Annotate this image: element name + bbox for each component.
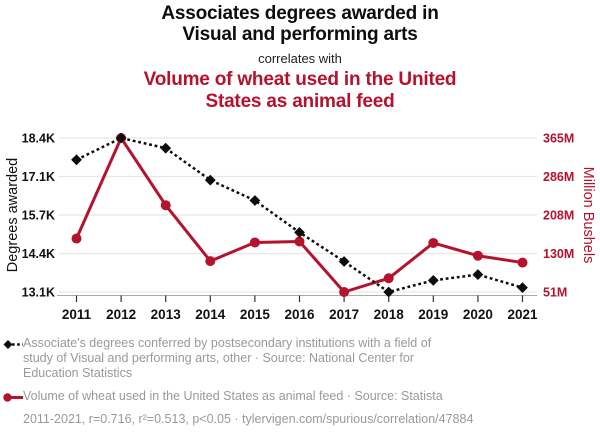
chart-subtitle: Volume of wheat used in the United State… <box>143 69 457 112</box>
degrees-series-marker <box>160 142 172 154</box>
wheat-series-marker <box>71 233 82 244</box>
black-dashed-diamond-legend-icon <box>3 340 23 349</box>
right-axis-tick-label: 365M <box>543 132 574 146</box>
x-axis-label: 2014 <box>195 307 226 322</box>
line-chart-plot: 2011 2012 2013 2014 2015 2016 2017 2018 2019 2020… <box>5 132 596 323</box>
x-axis-label: 2021 <box>507 307 538 322</box>
degrees-series-marker <box>338 256 350 267</box>
degrees-series-marker <box>472 269 484 280</box>
x-axis-label: 2020 <box>463 307 493 322</box>
x-axis-label: 2016 <box>284 307 315 322</box>
x-axis-label: 2017 <box>329 307 359 322</box>
legend-row-wheat: Volume of wheat used in the United State… <box>3 389 563 404</box>
legend-label-wheat: Volume of wheat used in the United State… <box>23 389 443 403</box>
wheat-series-marker <box>339 287 350 297</box>
degrees-series-marker <box>115 132 127 144</box>
red-line-circle-legend-icon <box>3 393 23 402</box>
wheat-series-marker <box>383 273 394 284</box>
right-axis-tick-label: 130M <box>543 247 574 261</box>
right-axis-tick-label: 208M <box>543 209 574 223</box>
right-axis-tick-label: 51M <box>543 286 567 300</box>
x-axis-label: 2019 <box>418 307 448 322</box>
left-axis-tick-label: 18.4K <box>22 132 55 146</box>
wheat-series-marker <box>517 257 528 268</box>
right-axis-tick-label: 286M <box>543 170 574 184</box>
legend-label-degrees: Associate's degrees conferred by postsec… <box>23 336 432 380</box>
degrees-series-marker <box>427 274 439 286</box>
x-axis-label: 2013 <box>151 307 182 322</box>
wheat-series-marker <box>472 250 483 261</box>
x-axis-label: 2018 <box>374 307 405 322</box>
left-axis-tick-label: 14.4K <box>22 247 55 261</box>
degrees-series-marker <box>294 227 305 238</box>
x-axis-label: 2012 <box>106 307 136 322</box>
wheat-series-marker <box>249 237 260 248</box>
right-axis-title: Million Bushels <box>580 167 596 264</box>
legend-row-degrees: Associate's degrees conferred by postsec… <box>3 336 563 381</box>
left-axis-tick-label: 17.1K <box>22 170 55 184</box>
left-axis-tick-label: 13.1K <box>22 286 55 300</box>
chart-title: Associates degrees awarded in Visual and… <box>161 3 439 45</box>
degrees-series-marker <box>249 195 261 206</box>
correlates-with-label: correlates with <box>258 51 342 66</box>
degrees-series-marker <box>71 154 82 166</box>
left-axis-title: Degrees awarded <box>5 158 21 272</box>
chart-legend: Associate's degrees conferred by postsec… <box>3 336 563 427</box>
wheat-series-marker <box>160 200 171 211</box>
wheat-series-marker <box>428 237 439 248</box>
degrees-series-marker <box>517 282 528 294</box>
wheat-series-marker <box>205 256 216 267</box>
x-axis-label: 2015 <box>240 307 271 322</box>
left-axis-tick-label: 15.7K <box>22 209 55 223</box>
x-axis-label: 2011 <box>62 307 92 322</box>
legend-stats-footnote: 2011-2021, r=0.716, r²=0.513, p<0.05 · t… <box>23 412 474 426</box>
wheat-series-marker <box>294 236 305 247</box>
